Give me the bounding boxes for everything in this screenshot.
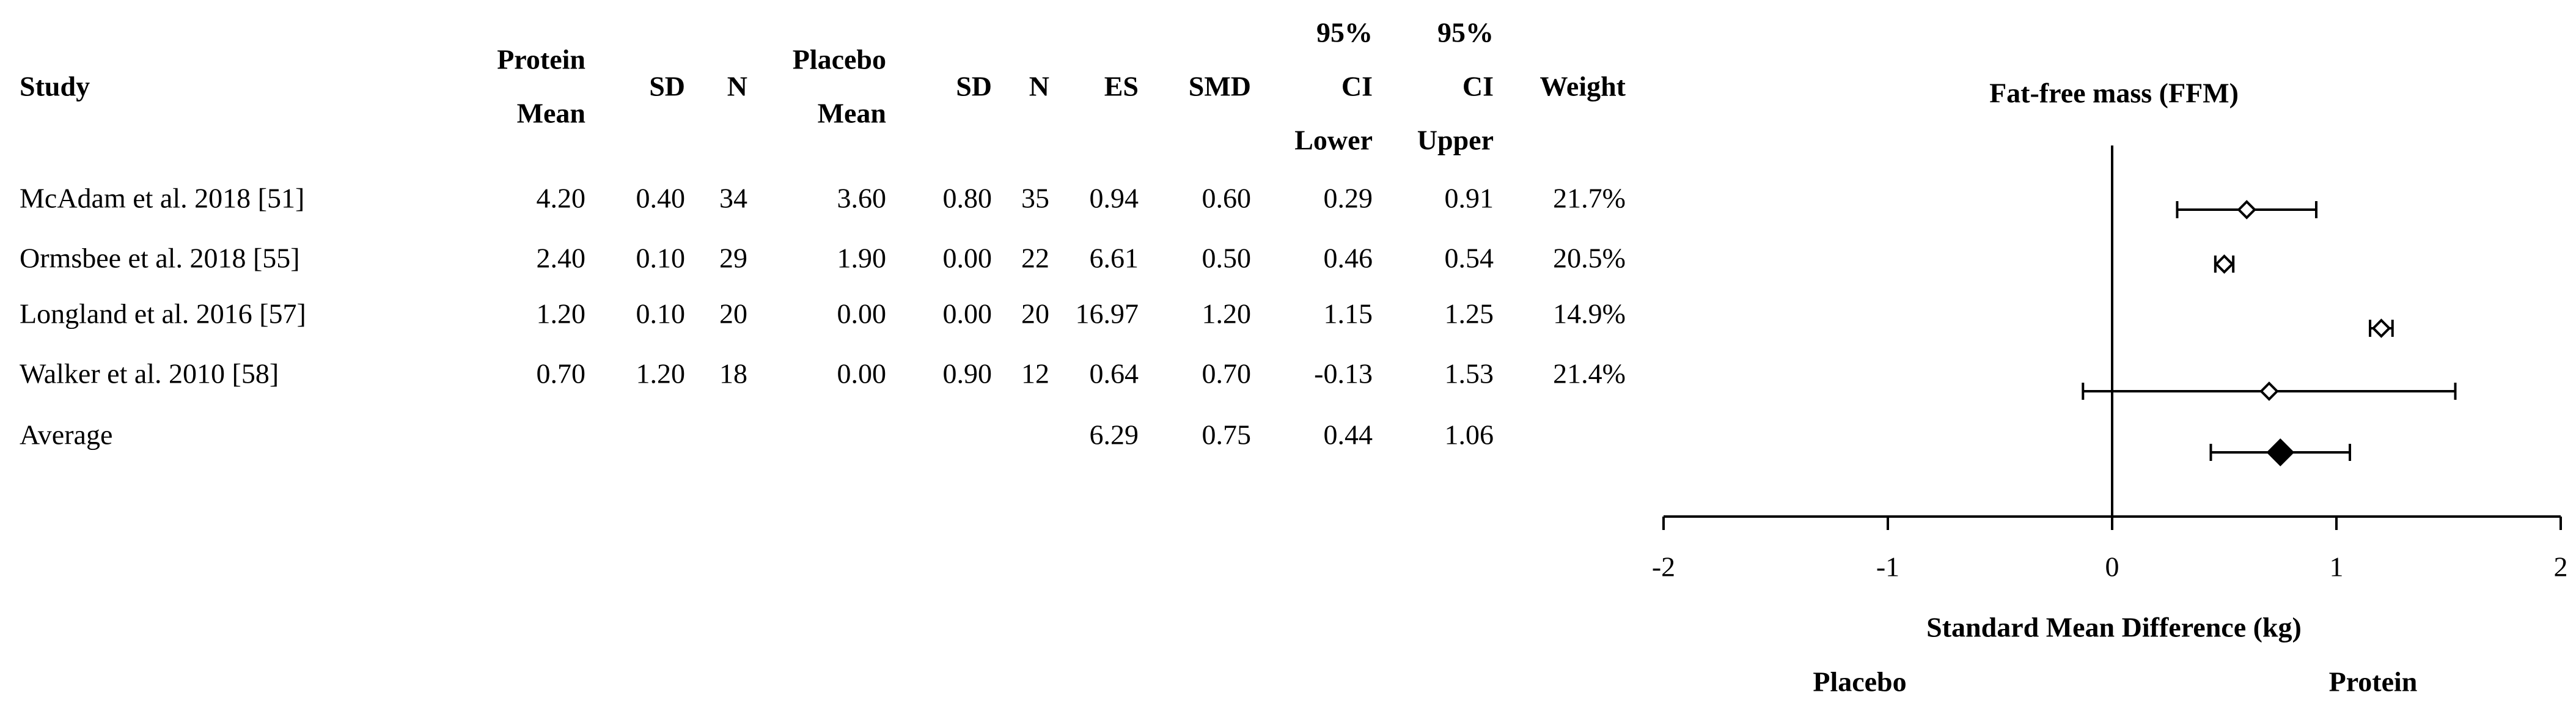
column-header: Mean bbox=[517, 98, 585, 129]
table-cell: 29 bbox=[719, 243, 747, 274]
table-cell: 0.46 bbox=[1324, 243, 1373, 274]
table-cell: 1.20 bbox=[636, 358, 686, 389]
table-cell: 14.9% bbox=[1553, 298, 1626, 329]
x-tick-label: -1 bbox=[1876, 551, 1899, 583]
table-cell: 0.00 bbox=[837, 358, 887, 389]
column-header: Upper bbox=[1417, 125, 1494, 156]
column-header: Mean bbox=[818, 98, 886, 129]
column-header: CI bbox=[1462, 71, 1494, 102]
table-cell: 1.53 bbox=[1445, 358, 1494, 389]
column-header: Protein bbox=[497, 44, 585, 75]
table-cell: 0.75 bbox=[1202, 419, 1252, 451]
summary-marker bbox=[2266, 438, 2295, 466]
table-cell: 0.90 bbox=[943, 358, 993, 389]
study-name: McAdam et al. 2018 [51] bbox=[20, 183, 304, 214]
table-cell: 2.40 bbox=[537, 243, 586, 274]
study-name: Ormsbee et al. 2018 [55] bbox=[20, 243, 300, 274]
table-cell: 1.90 bbox=[837, 243, 887, 274]
table-cell: 0.80 bbox=[943, 183, 993, 214]
table-cell: -0.13 bbox=[1314, 358, 1373, 389]
table-cell: 0.00 bbox=[837, 298, 887, 329]
table-cell: 4.20 bbox=[537, 183, 586, 214]
column-header: SD bbox=[956, 71, 992, 102]
table-cell: 6.29 bbox=[1090, 419, 1139, 451]
table-cell: 34 bbox=[719, 183, 747, 214]
table-cell: 0.70 bbox=[1202, 358, 1252, 389]
chart-title: Fat-free mass (FFM) bbox=[1989, 78, 2239, 109]
column-header: SMD bbox=[1189, 71, 1251, 102]
column-header: 95% bbox=[1316, 17, 1373, 48]
table-cell: 21.4% bbox=[1553, 358, 1626, 389]
table-cell: 1.20 bbox=[1202, 298, 1252, 329]
x-tick-label: 2 bbox=[2554, 551, 2568, 583]
point-marker bbox=[2214, 254, 2234, 274]
right-label: Protein bbox=[2329, 666, 2418, 697]
column-header: SD bbox=[649, 71, 685, 102]
table-cell: 1.15 bbox=[1324, 298, 1373, 329]
table-cell: 1.25 bbox=[1445, 298, 1494, 329]
table-cell: 3.60 bbox=[837, 183, 887, 214]
table-cell: 18 bbox=[719, 358, 747, 389]
table-cell: 0.70 bbox=[537, 358, 586, 389]
table-cell: 1.06 bbox=[1445, 419, 1494, 451]
column-header: Weight bbox=[1539, 71, 1626, 102]
x-axis-label: Standard Mean Difference (kg) bbox=[1926, 612, 2302, 643]
column-header: ES bbox=[1104, 71, 1139, 102]
column-header: 95% bbox=[1437, 17, 1494, 48]
table-cell: 12 bbox=[1021, 358, 1049, 389]
column-header: N bbox=[1029, 71, 1049, 102]
point-marker bbox=[2237, 200, 2257, 219]
table-cell: 20 bbox=[719, 298, 747, 329]
table-cell: 16.97 bbox=[1076, 298, 1139, 329]
column-header: Placebo bbox=[793, 44, 886, 75]
table-cell: 20 bbox=[1021, 298, 1049, 329]
table-cell: 35 bbox=[1021, 183, 1049, 214]
table-cell: 0.40 bbox=[636, 183, 686, 214]
table-cell: 20.5% bbox=[1553, 243, 1626, 274]
table-cell: 22 bbox=[1021, 243, 1049, 274]
table-cell: 21.7% bbox=[1553, 183, 1626, 214]
table-cell: 1.20 bbox=[537, 298, 586, 329]
table-cell: 0.64 bbox=[1090, 358, 1139, 389]
table-cell: 0.91 bbox=[1445, 183, 1494, 214]
table-cell: 0.50 bbox=[1202, 243, 1252, 274]
table-cell: 6.61 bbox=[1090, 243, 1139, 274]
column-header: Study bbox=[20, 71, 90, 102]
study-name: Average bbox=[20, 419, 112, 451]
table-cell: 0.44 bbox=[1324, 419, 1373, 451]
table-cell: 0.54 bbox=[1445, 243, 1494, 274]
table-cell: 0.60 bbox=[1202, 183, 1252, 214]
study-name: Longland et al. 2016 [57] bbox=[20, 298, 306, 329]
column-header: Lower bbox=[1294, 125, 1373, 156]
x-tick-label: 1 bbox=[2330, 551, 2344, 583]
table-cell: 0.94 bbox=[1090, 183, 1139, 214]
column-header: CI bbox=[1341, 71, 1373, 102]
point-marker bbox=[2371, 318, 2391, 338]
point-marker bbox=[2259, 381, 2279, 401]
column-header: N bbox=[727, 71, 747, 102]
table-cell: 0.29 bbox=[1324, 183, 1373, 214]
left-label: Placebo bbox=[1813, 666, 1906, 697]
study-name: Walker et al. 2010 [58] bbox=[20, 358, 279, 389]
table-cell: 0.10 bbox=[636, 298, 686, 329]
x-tick-label: 0 bbox=[2105, 551, 2119, 583]
table-cell: 0.00 bbox=[943, 243, 993, 274]
table-cell: 0.10 bbox=[636, 243, 686, 274]
table-cell: 0.00 bbox=[943, 298, 993, 329]
x-tick-label: -2 bbox=[1652, 551, 1675, 583]
